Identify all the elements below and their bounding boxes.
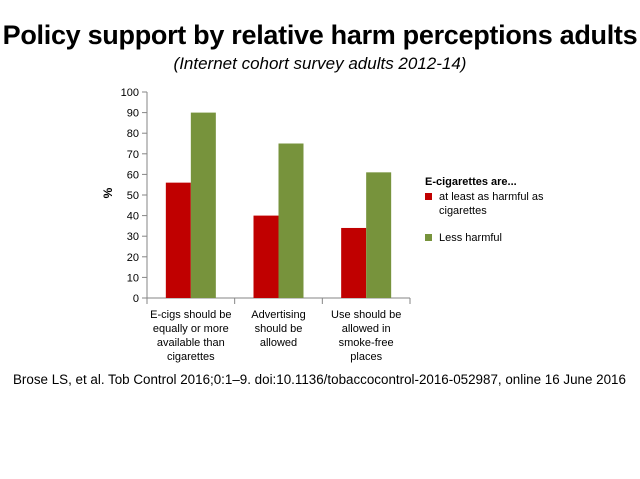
x-category-label: cigarettes xyxy=(167,351,215,363)
y-tick-label: 80 xyxy=(127,128,139,140)
x-category-label: allowed in xyxy=(342,323,391,335)
bar xyxy=(165,182,191,298)
x-category-label: available than xyxy=(157,337,225,349)
legend-label: Less harmful xyxy=(439,232,502,244)
x-category-label: allowed xyxy=(260,337,297,349)
y-axis-label: % xyxy=(101,187,115,198)
chart-bars xyxy=(165,112,392,298)
bar xyxy=(341,227,367,298)
bar xyxy=(278,143,304,298)
y-tick-label: 100 xyxy=(121,87,139,99)
slide-title: Policy support by relative harm percepti… xyxy=(2,20,638,50)
legend-swatch xyxy=(425,193,432,200)
slide-subtitle: (Internet cohort survey adults 2012-14) xyxy=(173,54,467,73)
legend-label: at least as harmful as xyxy=(439,191,544,203)
bar xyxy=(253,215,279,298)
x-category-label: E-cigs should be xyxy=(150,309,231,321)
y-tick-label: 50 xyxy=(127,190,139,202)
y-tick-label: 90 xyxy=(127,108,139,120)
chart-axes: 0 10 20 30 40 50 60 70 80 90 100 E-cigs should be eq… xyxy=(121,87,411,363)
y-tick-label: 10 xyxy=(127,272,139,284)
y-tick-label: 40 xyxy=(127,211,139,223)
bar-chart: % 0 10 20 30 40 50 60 70 80 90 100 E-cigs should be… xyxy=(101,87,544,363)
legend-title: E-cigarettes are... xyxy=(425,176,517,188)
x-category-label: Use should be xyxy=(331,309,401,321)
legend-swatch xyxy=(425,234,432,241)
bar xyxy=(366,172,392,298)
legend-label: cigarettes xyxy=(439,205,487,217)
x-category-label: should be xyxy=(255,323,303,335)
y-tick-label: 20 xyxy=(127,252,139,264)
x-category-label: equally or more xyxy=(153,323,229,335)
x-category-label: smoke-free xyxy=(339,337,394,349)
y-tick-label: 60 xyxy=(127,169,139,181)
x-category-label: Advertising xyxy=(251,309,305,321)
citation: Brose LS, et al. Tob Control 2016;0:1–9.… xyxy=(13,372,626,387)
y-tick-label: 70 xyxy=(127,149,139,161)
y-tick-label: 0 xyxy=(133,293,139,305)
x-category-label: places xyxy=(350,351,382,363)
chart-legend: E-cigarettes are... at least as harmful a… xyxy=(425,176,544,244)
y-tick-label: 30 xyxy=(127,231,139,243)
bar xyxy=(190,112,216,298)
